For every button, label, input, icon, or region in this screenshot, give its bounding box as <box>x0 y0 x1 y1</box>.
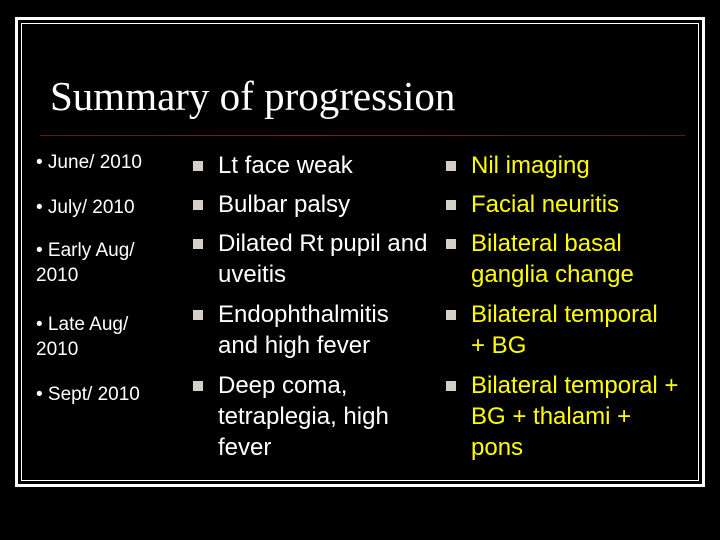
finding-item: Lt face weak <box>190 150 353 181</box>
finding-item: Dilated Rt pupil and uveitis <box>190 228 430 290</box>
title-divider <box>40 135 685 136</box>
imaging-item: Facial neuritis <box>443 189 619 220</box>
date-sept-2010: • Sept/ 2010 <box>36 384 140 405</box>
slide-title: Summary of progression <box>50 73 456 119</box>
square-bullet-icon <box>446 161 456 171</box>
imaging-item: Bilateral basal ganglia change <box>443 228 686 290</box>
date-june-2010: • June/ 2010 <box>36 152 142 173</box>
imaging-item: Bilateral temporal + BG <box>443 299 661 361</box>
finding-item: Deep coma, tetraplegia, high fever <box>190 370 430 463</box>
slide-frame-outer <box>15 17 705 487</box>
imaging-item: Bilateral temporal + BG + thalami + pons <box>443 370 686 463</box>
date-early-aug-2010: • Early Aug/ 2010 <box>36 240 135 286</box>
square-bullet-icon <box>193 200 203 210</box>
square-bullet-icon <box>446 381 456 391</box>
finding-item: Bulbar palsy <box>190 189 350 220</box>
date-july-2010: • July/ 2010 <box>36 197 135 218</box>
finding-item: Endophthalmitis and high fever <box>190 299 430 361</box>
square-bullet-icon <box>193 239 203 249</box>
square-bullet-icon <box>193 161 203 171</box>
square-bullet-icon <box>446 200 456 210</box>
imaging-item: Nil imaging <box>443 150 590 181</box>
slide-frame-inner <box>21 23 699 481</box>
square-bullet-icon <box>446 239 456 249</box>
square-bullet-icon <box>446 310 456 320</box>
square-bullet-icon <box>193 381 203 391</box>
date-late-aug-2010: • Late Aug/ 2010 <box>36 314 129 360</box>
square-bullet-icon <box>193 310 203 320</box>
